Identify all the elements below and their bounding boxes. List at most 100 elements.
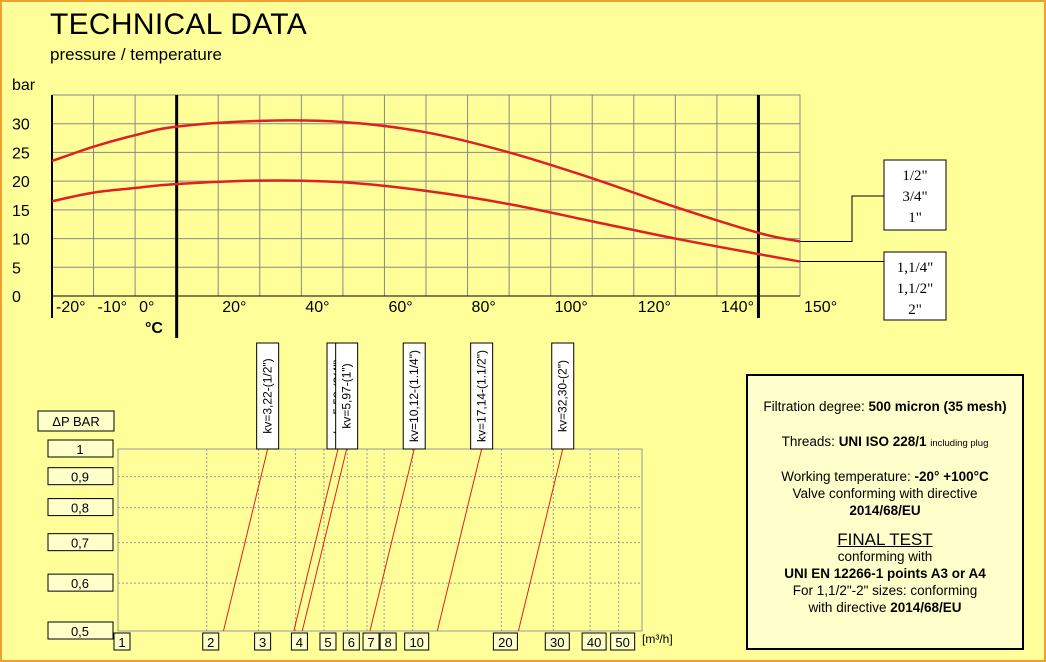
- chart1-y-tick-label: 0: [12, 289, 21, 306]
- chart2-y-tick-label: 0,8: [71, 501, 89, 516]
- chart1-y-tick-label: 25: [12, 145, 30, 162]
- chart1-legend-leader-1: [800, 195, 884, 242]
- chart2-x-tick-label: 7: [367, 635, 374, 650]
- working-temp-label: Working temperature:: [781, 469, 911, 484]
- chart2-x-tick-label: 5: [324, 635, 331, 650]
- chart2-kv-line-3: [301, 448, 348, 632]
- chart1-x-tick-label: 140°: [721, 299, 754, 316]
- chart2-x-tick-box: [544, 632, 570, 651]
- chart1-x-tick-label: 40°: [305, 299, 329, 316]
- chart2-x-tick-box: [254, 632, 272, 651]
- chart1-tick-labels: 30 25 20 15 10 5 0 -20° -10° 0° 20° 40° 60° 80° 100° 12…: [12, 117, 837, 316]
- chart2-x-tick-box: [290, 632, 308, 651]
- chart2-x-tick-box: [492, 632, 518, 651]
- chart1-legend-box-2: [883, 251, 947, 321]
- chart2-y-tick-label: 1: [76, 442, 83, 457]
- chart2-kv-label: kv=5,97-(1"): [340, 363, 354, 428]
- threads-value: UNI ISO 228/1: [838, 434, 927, 449]
- chart2-x-tick-box: [404, 632, 430, 651]
- chart2-x-tick-box: [202, 632, 220, 651]
- chart1-x-tick-label: 0°: [139, 299, 154, 316]
- directive-value: 2014/68/EU: [849, 503, 921, 518]
- chart1-axes: [51, 95, 800, 338]
- chart1-series: [51, 119, 801, 263]
- chart1-x-tick-label: -20°: [56, 299, 86, 316]
- chart1-legend: 1/2" 3/4" 1" 1,1/4" 1,1/2" 2": [800, 159, 947, 321]
- final-test-title: FINAL TEST: [837, 530, 933, 549]
- chart2-kv-label-box: [256, 342, 280, 450]
- chart2-y-tick-label: 0,6: [71, 576, 89, 591]
- with-directive-row: with directive 2014/68/EU: [756, 599, 1014, 616]
- chart2-x-tick-box: [379, 632, 397, 651]
- norm-value: UNI EN 12266-1 points A3 or A4: [784, 566, 986, 581]
- chart2-x-tick-box: [581, 632, 607, 651]
- chart2-kv-label-box: [470, 342, 494, 450]
- threads-label: Threads:: [781, 434, 835, 449]
- chart2-kv-line-4: [369, 448, 415, 632]
- chart2-y-tick-box: [47, 573, 114, 592]
- chart2-x-tick-label: 30: [550, 635, 564, 650]
- chart1-legend-label: 2": [908, 302, 922, 318]
- chart2-x-tick-label: 20: [498, 635, 512, 650]
- chart2-kv-line-1: [222, 448, 269, 632]
- filtration-label: Filtration degree:: [763, 399, 865, 414]
- page-subtitle: pressure / temperature: [50, 45, 222, 64]
- chart2-kv-line-5: [436, 448, 483, 632]
- sizes-text: For 1,1/2"-2" sizes: conforming: [792, 583, 978, 598]
- chart2-y-tick-box: [47, 621, 114, 640]
- chart2-x-tick-label: 6: [348, 635, 355, 650]
- chart2-kv-label: kv=17,14-(1.1/2"): [475, 350, 489, 442]
- chart2-y-tick-label: 0,9: [71, 470, 89, 485]
- chart1-y-tick-label: 10: [12, 232, 30, 249]
- chart2-x-tick-label: 4: [296, 635, 303, 650]
- chart2-y-tick-box: [47, 439, 114, 458]
- chart1-x-tick-label: 150°: [804, 299, 837, 316]
- chart2-grid: [117, 448, 643, 632]
- working-temp-row: Working temperature: -20° +100°C: [756, 468, 1014, 485]
- chart2-x-tick-label: 40: [587, 635, 601, 650]
- chart1-y-axis-label: bar: [12, 77, 36, 94]
- chart1-legend-label: 1,1/4": [897, 260, 934, 276]
- with-directive-text: with directive: [808, 600, 887, 615]
- chart2-x-tick-box: [610, 632, 636, 651]
- chart2-tick-labels: 1 0,9 0,8 0,7 0,6 0,5 1 2 3 4 5 6 7 8 10 20 30 40 50: [47, 439, 636, 651]
- chart2-kv-label-box: [335, 342, 359, 450]
- chart2-x-tick-label: 3: [259, 635, 266, 650]
- chart1-legend-label: 1,1/2": [897, 281, 934, 297]
- chart1-x-tick-label: 80°: [472, 299, 496, 316]
- chart1-y-tick-label: 5: [12, 260, 21, 277]
- chart2-x-tick-box: [342, 632, 360, 651]
- chart2-kv-label-box: [402, 342, 426, 450]
- working-temp-value: -20° +100°C: [914, 469, 989, 484]
- chart2-x-tick-label: 10: [409, 635, 423, 650]
- chart1-y-tick-label: 20: [12, 174, 30, 191]
- chart1-y-tick-label: 30: [12, 117, 30, 134]
- threads-row: Threads: UNI ISO 228/1 including plug: [756, 433, 1014, 452]
- chart2-y-tick-box: [47, 533, 114, 552]
- chart1-legend-label: 3/4": [902, 189, 927, 205]
- chart1-series-line-2: [51, 179, 801, 263]
- chart2-x-tick-label: 50: [615, 635, 629, 650]
- chart1-x-tick-label: 60°: [388, 299, 412, 316]
- chart2-x-axis-label: [m³/h]: [642, 632, 673, 646]
- chart2-x-tick-label: 8: [385, 635, 392, 650]
- directive-text: Valve conforming with directive: [792, 486, 978, 501]
- chart2-kv-label: kv=3,22-(1/2"): [261, 358, 275, 433]
- chart2-y-axis-label: ΔP BAR: [52, 414, 99, 429]
- chart1-x-axis-label: °C: [145, 320, 163, 337]
- filtration-value: 500 micron (35 mesh): [868, 399, 1007, 414]
- chart1-legend-label: 1/2": [902, 168, 927, 184]
- chart1-series-line-1: [51, 119, 801, 243]
- chart2-x-tick-label: 1: [118, 635, 125, 650]
- chart2-y-tick-label: 0,7: [71, 536, 89, 551]
- chart2-kv-label: kv=10,12-(1.1/4"): [407, 350, 421, 442]
- chart2-y-tick-box: [47, 498, 114, 517]
- with-directive-value: 2014/68/EU: [890, 600, 962, 615]
- chart2-kv-line-2: [293, 448, 339, 632]
- chart2-kv-line-6: [517, 448, 564, 632]
- chart2-kv-label: kv=32,30-(2"): [556, 360, 570, 432]
- filtration-row: Filtration degree: 500 micron (35 mesh): [756, 398, 1014, 415]
- chart1-legend-label: 1": [908, 210, 922, 226]
